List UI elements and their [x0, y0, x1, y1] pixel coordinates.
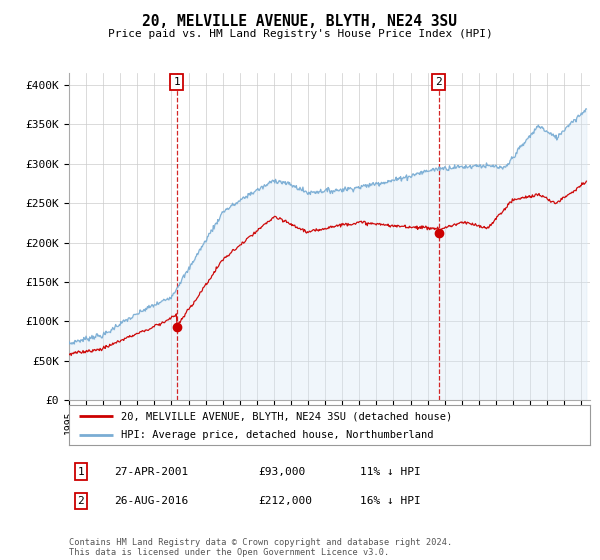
Text: Contains HM Land Registry data © Crown copyright and database right 2024.
This d: Contains HM Land Registry data © Crown c…	[69, 538, 452, 557]
Text: Price paid vs. HM Land Registry's House Price Index (HPI): Price paid vs. HM Land Registry's House …	[107, 29, 493, 39]
Text: 2: 2	[77, 496, 85, 506]
Text: 1: 1	[77, 466, 85, 477]
Text: HPI: Average price, detached house, Northumberland: HPI: Average price, detached house, Nort…	[121, 430, 434, 440]
Text: 16% ↓ HPI: 16% ↓ HPI	[360, 496, 421, 506]
Text: 20, MELVILLE AVENUE, BLYTH, NE24 3SU (detached house): 20, MELVILLE AVENUE, BLYTH, NE24 3SU (de…	[121, 411, 452, 421]
Text: £212,000: £212,000	[258, 496, 312, 506]
Text: 20, MELVILLE AVENUE, BLYTH, NE24 3SU: 20, MELVILLE AVENUE, BLYTH, NE24 3SU	[143, 14, 458, 29]
Text: 26-AUG-2016: 26-AUG-2016	[114, 496, 188, 506]
Text: 27-APR-2001: 27-APR-2001	[114, 466, 188, 477]
Text: 2: 2	[436, 77, 442, 87]
Text: 11% ↓ HPI: 11% ↓ HPI	[360, 466, 421, 477]
Text: 1: 1	[173, 77, 180, 87]
Text: £93,000: £93,000	[258, 466, 305, 477]
